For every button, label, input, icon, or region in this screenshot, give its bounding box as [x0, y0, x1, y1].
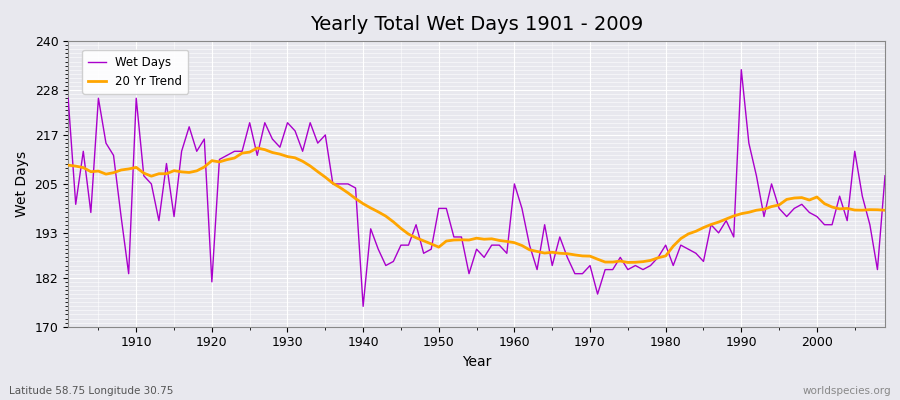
Legend: Wet Days, 20 Yr Trend: Wet Days, 20 Yr Trend [82, 50, 188, 94]
Line: Wet Days: Wet Days [68, 70, 885, 306]
Wet Days [509, 182, 520, 186]
20 Yr Trend [879, 208, 890, 213]
20 Yr Trend [608, 260, 618, 264]
20 Yr Trend [63, 163, 74, 168]
20 Yr Trend [623, 260, 634, 265]
Wet Days [63, 96, 74, 101]
Wet Days [879, 173, 890, 178]
20 Yr Trend [509, 240, 520, 245]
20 Yr Trend [123, 166, 134, 171]
20 Yr Trend [252, 146, 263, 150]
Text: Latitude 58.75 Longitude 30.75: Latitude 58.75 Longitude 30.75 [9, 386, 174, 396]
Text: worldspecies.org: worldspecies.org [803, 386, 891, 396]
Wet Days [517, 206, 527, 211]
Wet Days [736, 67, 747, 72]
20 Yr Trend [343, 190, 354, 195]
Wet Days [335, 182, 346, 186]
Wet Days [123, 271, 134, 276]
20 Yr Trend [297, 159, 308, 164]
Wet Days [608, 267, 618, 272]
Wet Days [357, 304, 368, 309]
Title: Yearly Total Wet Days 1901 - 2009: Yearly Total Wet Days 1901 - 2009 [310, 15, 644, 34]
Wet Days [290, 128, 301, 133]
Line: 20 Yr Trend: 20 Yr Trend [68, 148, 885, 262]
Y-axis label: Wet Days: Wet Days [15, 151, 29, 217]
20 Yr Trend [517, 243, 527, 248]
X-axis label: Year: Year [462, 355, 491, 369]
